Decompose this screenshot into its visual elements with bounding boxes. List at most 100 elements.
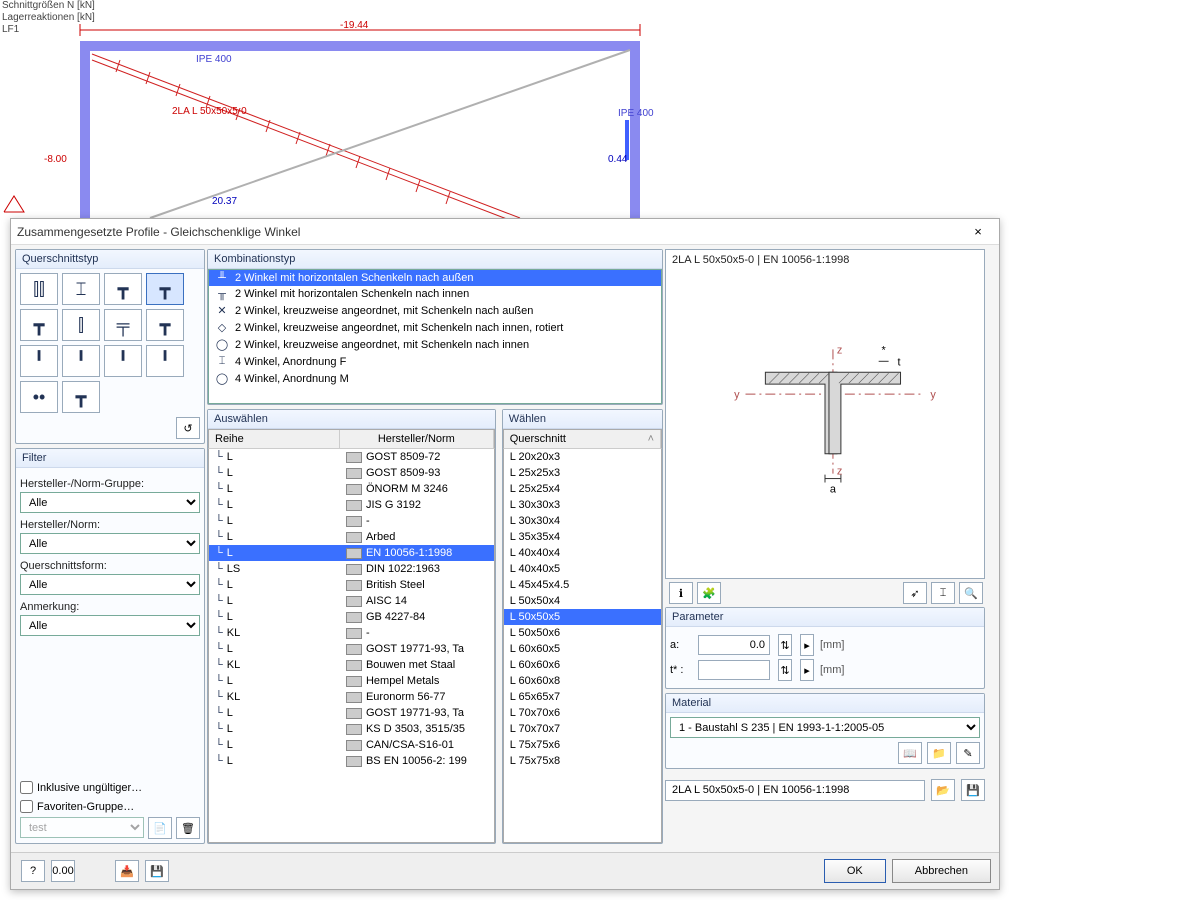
section-row[interactable]: L 75x75x8 <box>504 753 661 769</box>
combo-item-2[interactable]: ✕2 Winkel, kreuzweise angeordnet, mit Sc… <box>209 302 661 319</box>
series-row[interactable]: └ KL Bouwen met Staal <box>209 657 494 673</box>
series-row[interactable]: └ L ÖNORM M 3246 <box>209 481 494 497</box>
section-row[interactable]: L 50x50x5 <box>504 609 661 625</box>
section-row[interactable]: L 60x60x6 <box>504 657 661 673</box>
section-row[interactable]: L 75x75x6 <box>504 737 661 753</box>
favorites-checkbox[interactable] <box>20 800 33 813</box>
section-row[interactable]: L 50x50x6 <box>504 625 661 641</box>
series-row[interactable]: └ L British Steel <box>209 577 494 593</box>
series-row[interactable]: └ LS DIN 1022:1963 <box>209 561 494 577</box>
info-icon[interactable]: ℹ <box>669 582 693 604</box>
series-row[interactable]: └ L GB 4227-84 <box>209 609 494 625</box>
col-querschnitt[interactable]: Querschnitt ˄ <box>504 430 661 448</box>
fav-add-icon[interactable]: 📄 <box>148 817 172 839</box>
axis-icon[interactable]: ➶ <box>903 582 927 604</box>
favorites-select[interactable]: test <box>20 817 144 838</box>
combo-item-4[interactable]: ◯2 Winkel, kreuzweise angeordnet, mit Sc… <box>209 336 661 353</box>
param-t-pick-icon[interactable]: ▸ <box>800 659 814 681</box>
section-type-btn-7[interactable]: ┳ <box>146 309 184 341</box>
series-row[interactable]: └ L BS EN 10056-2: 199 <box>209 753 494 769</box>
section-type-btn-8[interactable]: ╹ <box>20 345 58 377</box>
section-type-reset-icon[interactable]: ↺ <box>176 417 200 439</box>
result-save-icon[interactable]: 💾 <box>961 779 985 801</box>
series-row[interactable]: └ L GOST 19771-93, Ta <box>209 641 494 657</box>
combo-item-5[interactable]: ⌶4 Winkel, Anordnung F <box>209 353 661 370</box>
section-type-btn-6[interactable]: ╤ <box>104 309 142 341</box>
section-row[interactable]: L 35x35x4 <box>504 529 661 545</box>
param-a-spinner[interactable]: ⇅ <box>778 634 792 656</box>
section-row[interactable]: L 65x65x7 <box>504 689 661 705</box>
param-a-input[interactable] <box>698 635 770 655</box>
series-row[interactable]: └ L EN 10056-1:1998 <box>209 545 494 561</box>
section-row[interactable]: L 60x60x5 <box>504 641 661 657</box>
units-icon[interactable]: 0.00 <box>51 860 75 882</box>
material-edit-icon[interactable]: ✎ <box>956 742 980 764</box>
series-row[interactable]: └ KL - <box>209 625 494 641</box>
shape-select[interactable]: Alle <box>20 574 200 595</box>
series-row[interactable]: └ L CAN/CSA-S16-01 <box>209 737 494 753</box>
section-type-btn-1[interactable]: ⌶ <box>62 273 100 305</box>
section-list[interactable]: L 20x20x3L 25x25x3L 25x25x4L 30x30x3L 30… <box>503 449 662 843</box>
section-type-btn-12[interactable]: •• <box>20 381 58 413</box>
series-row[interactable]: └ L AISC 14 <box>209 593 494 609</box>
combo-item-1[interactable]: ╥2 Winkel mit horizontalen Schenkeln nac… <box>209 286 661 302</box>
section-row[interactable]: L 30x30x4 <box>504 513 661 529</box>
result-field[interactable] <box>665 780 925 801</box>
combo-item-3[interactable]: ◇2 Winkel, kreuzweise angeordnet, mit Sc… <box>209 319 661 336</box>
section-row[interactable]: L 40x40x4 <box>504 545 661 561</box>
series-row[interactable]: └ L - <box>209 513 494 529</box>
section-row[interactable]: L 25x25x4 <box>504 481 661 497</box>
include-invalid-checkbox[interactable] <box>20 781 33 794</box>
series-row[interactable]: └ L GOST 19771-93, Ta <box>209 705 494 721</box>
section-type-btn-9[interactable]: ╹ <box>62 345 100 377</box>
section-row[interactable]: L 25x25x3 <box>504 465 661 481</box>
help-icon[interactable]: ? <box>21 860 45 882</box>
combination-list[interactable]: ╨2 Winkel mit horizontalen Schenkeln nac… <box>208 269 662 404</box>
series-row[interactable]: └ KL Euronorm 56-77 <box>209 689 494 705</box>
section-row[interactable]: L 40x40x5 <box>504 561 661 577</box>
note-select[interactable]: Alle <box>20 615 200 636</box>
section-type-btn-5[interactable]: ⫿ <box>62 309 100 341</box>
material-select[interactable]: 1 - Baustahl S 235 | EN 1993-1-1:2005-05 <box>670 717 980 738</box>
section-row[interactable]: L 20x20x3 <box>504 449 661 465</box>
section-type-btn-10[interactable]: ╹ <box>104 345 142 377</box>
section-row[interactable]: L 70x70x7 <box>504 721 661 737</box>
import-icon[interactable]: 📥 <box>115 860 139 882</box>
manufacturer-norm-select[interactable]: Alle <box>20 533 200 554</box>
series-row[interactable]: └ L GOST 8509-72 <box>209 449 494 465</box>
series-row[interactable]: └ L GOST 8509-93 <box>209 465 494 481</box>
section-type-btn-0[interactable]: ⫿⫿ <box>20 273 58 305</box>
col-hersteller[interactable]: Hersteller/Norm <box>340 430 494 448</box>
series-row[interactable]: └ L Hempel Metals <box>209 673 494 689</box>
manufacturer-group-select[interactable]: Alle <box>20 492 200 513</box>
section-type-btn-11[interactable]: ╹ <box>146 345 184 377</box>
export-icon[interactable]: 💾 <box>145 860 169 882</box>
close-button[interactable]: × <box>963 224 993 239</box>
param-t-spinner[interactable]: ⇅ <box>778 659 792 681</box>
section-type-btn-2[interactable]: ┳ <box>104 273 142 305</box>
material-lib-icon[interactable]: 📖 <box>898 742 922 764</box>
combo-item-6[interactable]: ◯4 Winkel, Anordnung M <box>209 370 661 387</box>
result-open-icon[interactable]: 📂 <box>931 779 955 801</box>
series-row[interactable]: └ L KS D 3503, 3515/35 <box>209 721 494 737</box>
fav-del-icon[interactable]: 🗑 <box>176 817 200 839</box>
section-type-btn-4[interactable]: ┳ <box>20 309 58 341</box>
cancel-button[interactable]: Abbrechen <box>892 859 991 883</box>
section-type-btn-3[interactable]: ┳ <box>146 273 184 305</box>
series-row[interactable]: └ L Arbed <box>209 529 494 545</box>
section-row[interactable]: L 60x60x8 <box>504 673 661 689</box>
zoom-icon[interactable]: 🔍 <box>959 582 983 604</box>
section-type-btn-13[interactable]: ┳ <box>62 381 100 413</box>
series-row[interactable]: └ L JIS G 3192 <box>209 497 494 513</box>
combo-item-0[interactable]: ╨2 Winkel mit horizontalen Schenkeln nac… <box>209 270 661 286</box>
ok-button[interactable]: OK <box>824 859 886 883</box>
section-row[interactable]: L 45x45x4.5 <box>504 577 661 593</box>
material-new-icon[interactable]: 📁 <box>927 742 951 764</box>
section-icon[interactable]: ⌶ <box>931 582 955 604</box>
section-row[interactable]: L 50x50x4 <box>504 593 661 609</box>
param-t-input[interactable] <box>698 660 770 680</box>
col-reihe[interactable]: Reihe <box>209 430 340 448</box>
props-icon[interactable]: 🧩 <box>697 582 721 604</box>
section-row[interactable]: L 70x70x6 <box>504 705 661 721</box>
param-a-pick-icon[interactable]: ▸ <box>800 634 814 656</box>
